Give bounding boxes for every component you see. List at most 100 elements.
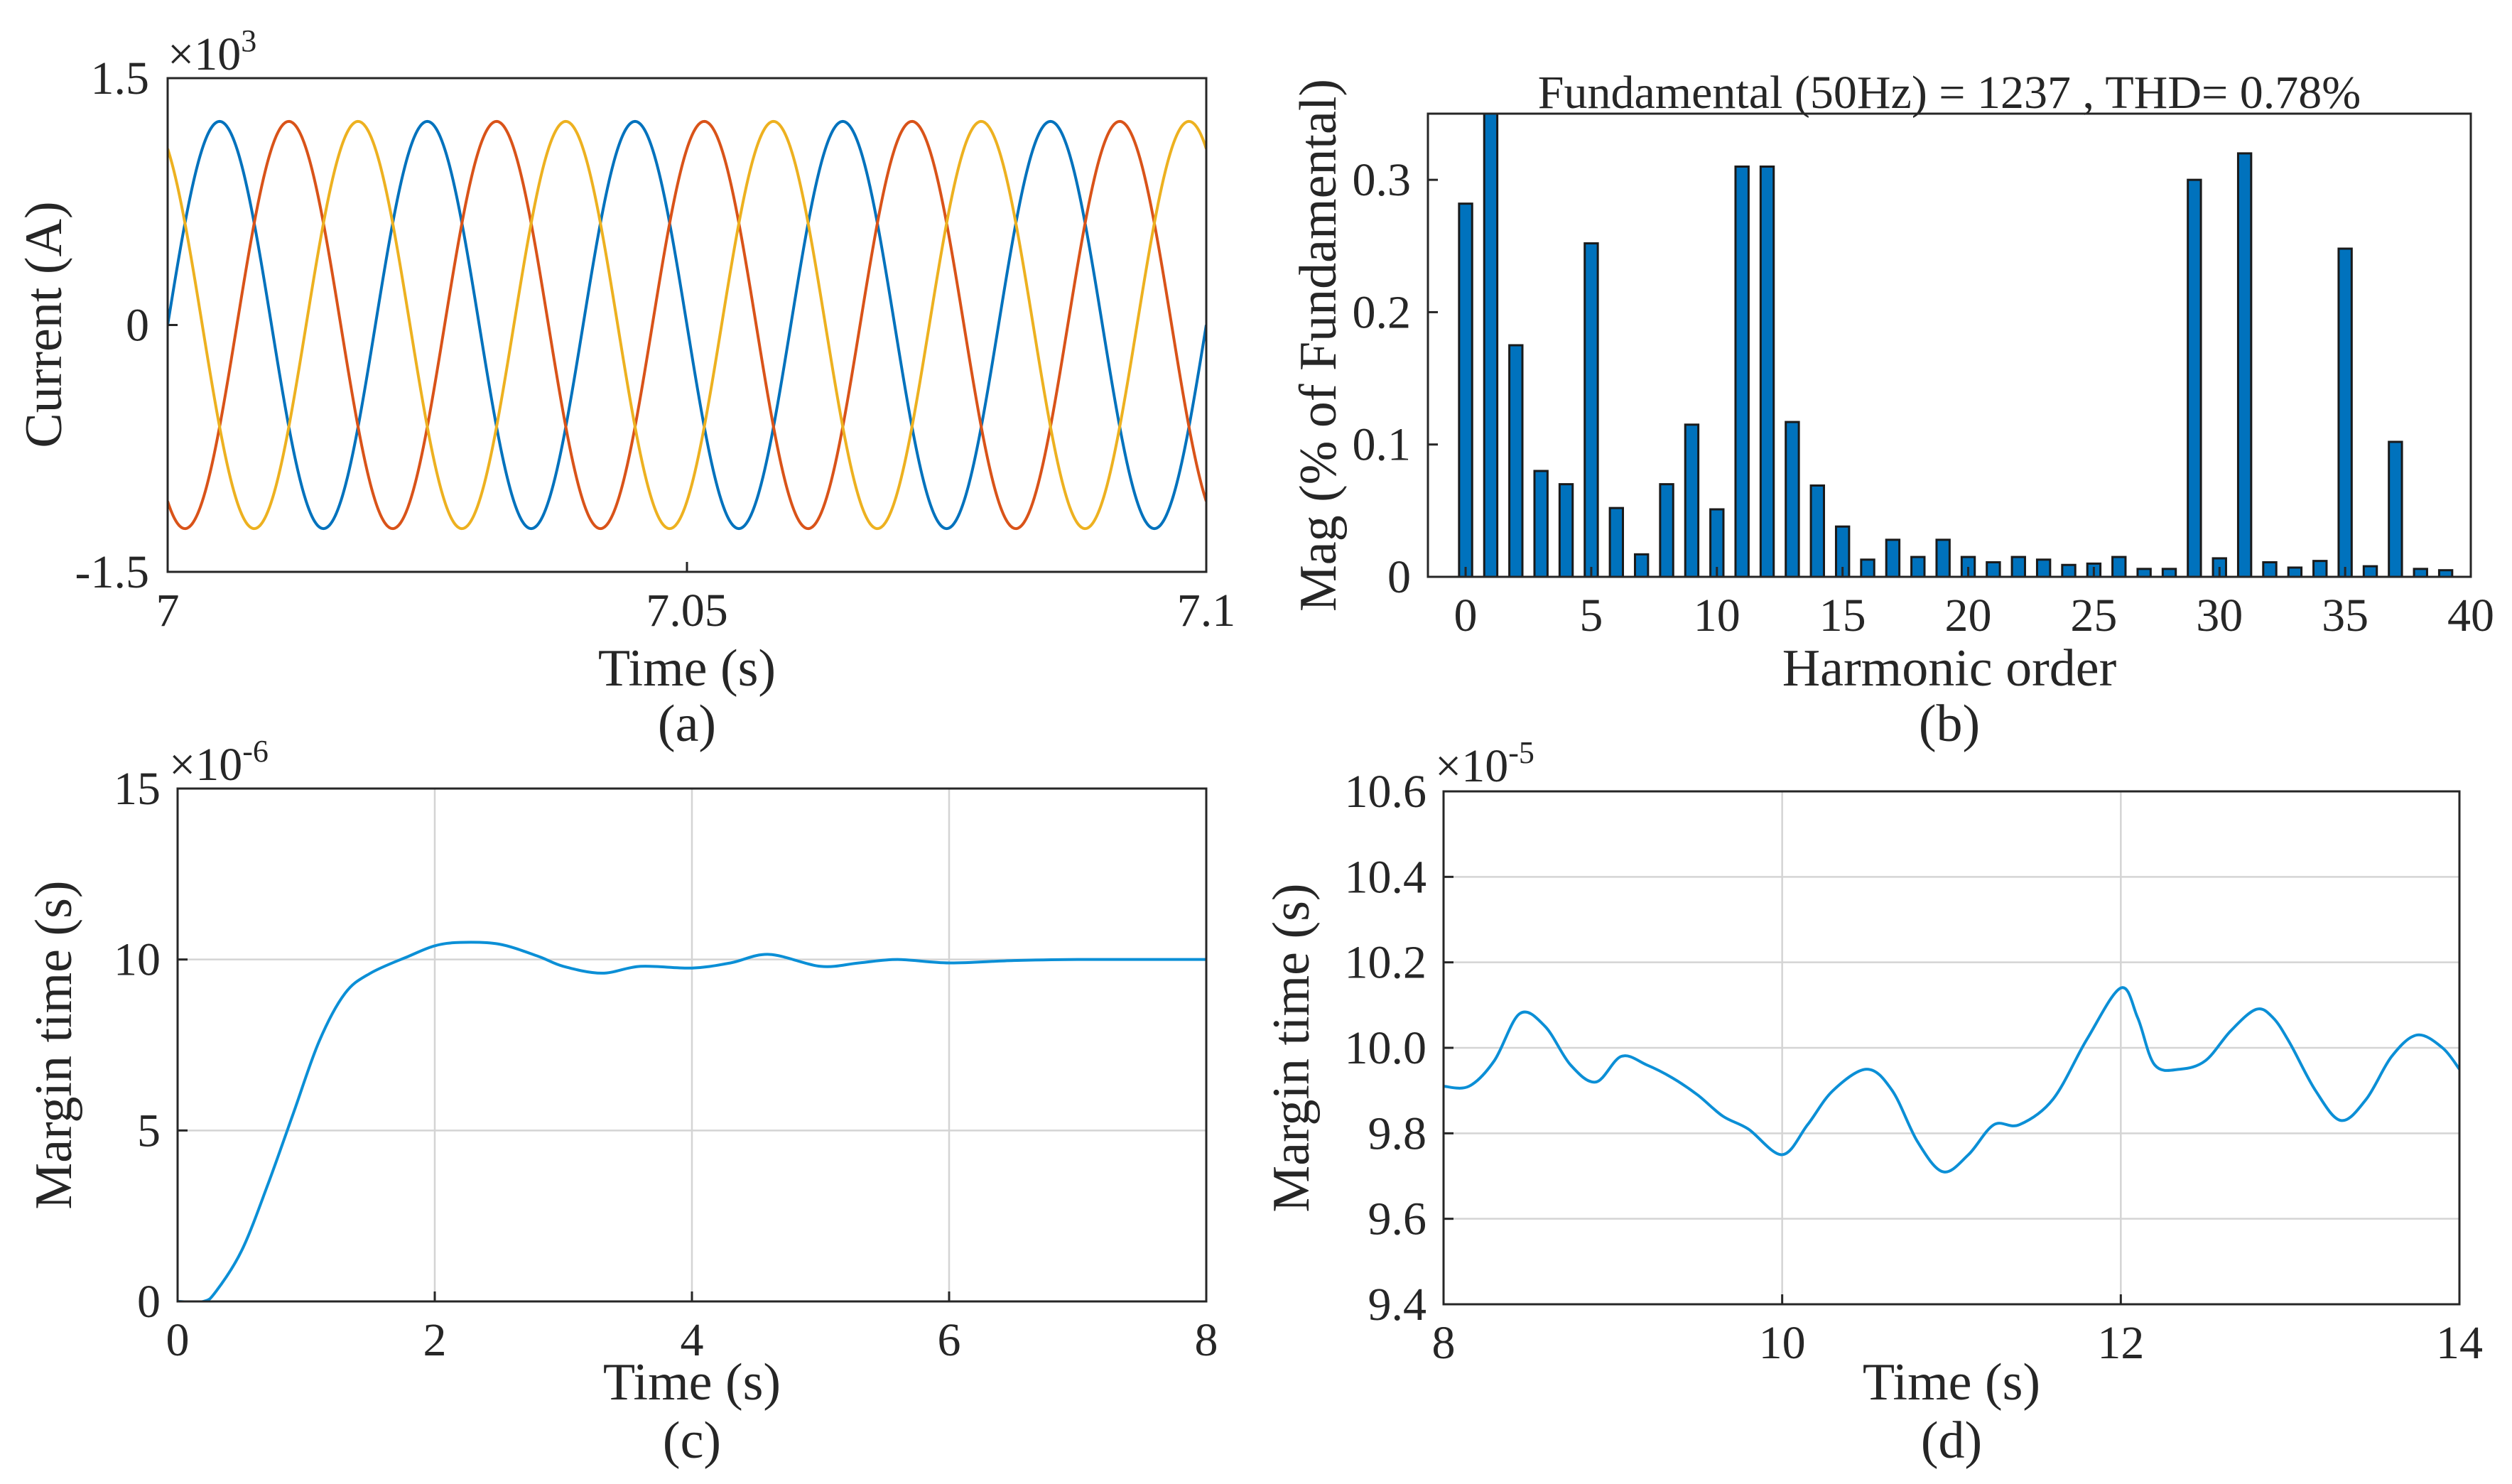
bar-harmonic-18 xyxy=(1910,556,1926,578)
x-tick-label: 15 xyxy=(1819,590,1866,641)
bar-harmonic-36 xyxy=(2362,565,2378,578)
tick-layer: 0 2 4 6 8 0 5 10 15 xyxy=(114,763,1218,1366)
x-tick-label: 7.1 xyxy=(1177,585,1236,637)
x-tick-label: 7.05 xyxy=(646,585,728,637)
y-tick-label: 10 xyxy=(114,934,161,986)
bar-harmonic-13 xyxy=(1785,421,1800,578)
bar-harmonic-17 xyxy=(1885,538,1901,578)
plot-layer xyxy=(178,941,1206,1301)
bar-harmonic-4 xyxy=(1558,483,1574,578)
x-tick-label: 10 xyxy=(1694,590,1740,641)
grid-layer xyxy=(1444,791,2459,1304)
bar-harmonic-1 xyxy=(1483,112,1499,578)
x-tick-label: 14 xyxy=(2436,1317,2483,1369)
bar-harmonic-10 xyxy=(1709,508,1725,578)
x-axis-label: Time (s) xyxy=(603,1353,781,1412)
bar-harmonic-19 xyxy=(1935,538,1951,578)
y-tick-label: 1.5 xyxy=(91,53,150,104)
tick-layer: 7 7.05 7.1 -1.5 0 1.5 xyxy=(75,53,1236,637)
y-tick-label: 9.6 xyxy=(1368,1193,1427,1245)
y-axis-label: Current (A) xyxy=(15,201,73,448)
series-line-phase-c xyxy=(168,119,1206,531)
bar-harmonic-38 xyxy=(2413,568,2428,578)
x-axis-label: Time (s) xyxy=(598,639,776,698)
bar-harmonic-11 xyxy=(1734,166,1750,578)
x-tick-label: 4 xyxy=(681,1314,704,1366)
bar-harmonic-27 xyxy=(2136,568,2152,578)
x-tick-label: 5 xyxy=(1579,590,1603,641)
series-line-phase-a xyxy=(168,119,1206,531)
bar-harmonic-23 xyxy=(2035,558,2052,578)
x-tick-label: 7 xyxy=(156,585,180,637)
x-tick-label: 30 xyxy=(2196,590,2243,641)
x-axis-label: Time (s) xyxy=(1863,1353,2040,1412)
bar-harmonic-35 xyxy=(2337,247,2353,578)
panel-caption: (b) xyxy=(1919,695,1980,753)
x-tick-label: 8 xyxy=(1432,1317,1456,1369)
panel-d-margin-time-zoom: 8 10 12 14 9.4 9.6 9.8 10.0 10.2 10.4 10.6 ×10-5 T… xyxy=(1262,735,2483,1470)
y-tick-label: 15 xyxy=(114,763,161,815)
bar-harmonic-2 xyxy=(1508,344,1524,578)
bar-harmonic-3 xyxy=(1533,470,1549,578)
bar-harmonic-12 xyxy=(1759,166,1775,578)
panel-caption: (c) xyxy=(663,1412,721,1470)
y-axis-label: Margin time (s) xyxy=(25,880,83,1209)
tick-layer: 8 10 12 14 9.4 9.6 9.8 10.0 10.2 10.4 10.6 xyxy=(1345,766,2484,1369)
x-tick-label: 8 xyxy=(1195,1314,1218,1366)
y-tick-label: 0 xyxy=(1387,551,1411,603)
bar-harmonic-5 xyxy=(1583,242,1599,578)
bar-harmonic-31 xyxy=(2236,152,2253,578)
bar-harmonic-22 xyxy=(2010,556,2026,578)
grid-layer xyxy=(178,789,1206,1301)
y-tick-label: 0.1 xyxy=(1353,419,1412,471)
x-tick-label: 20 xyxy=(1945,590,1992,641)
bar-harmonic-37 xyxy=(2388,440,2403,578)
series-line-margin-time xyxy=(178,941,1206,1301)
panel-a-current-waveform: 7 7.05 7.1 -1.5 0 1.5 ×103 Time (s) (a) Curre… xyxy=(15,23,1235,753)
bar-harmonic-24 xyxy=(2061,563,2077,578)
panel-caption: (d) xyxy=(1921,1412,1982,1470)
tick-layer: 0 5 10 15 20 25 30 35 40 0 0.1 0.2 0.3 xyxy=(1353,154,2495,641)
panel-b-harmonic-spectrum: 0 5 10 15 20 25 30 35 40 0 0.1 0.2 0.3 Fundamental (… xyxy=(1289,67,2494,753)
bar-harmonic-34 xyxy=(2312,560,2328,578)
bar-harmonic-7 xyxy=(1633,553,1650,578)
bar-harmonic-21 xyxy=(1986,561,2001,578)
y-tick-label: 0 xyxy=(126,300,149,352)
bar-harmonic-6 xyxy=(1608,507,1624,578)
bar-harmonic-29 xyxy=(2187,178,2202,578)
panel-c-margin-time: 0 2 4 6 8 0 5 10 15 ×10-6 Time (s) (c) Margin ti… xyxy=(25,734,1218,1470)
y-tick-label: -1.5 xyxy=(75,546,149,598)
series-line-phase-b xyxy=(168,119,1206,531)
bar-harmonic-26 xyxy=(2111,556,2127,578)
bar-harmonic-32 xyxy=(2262,561,2278,578)
x-tick-label: 6 xyxy=(938,1314,961,1366)
y-tick-label: 5 xyxy=(137,1105,161,1157)
series-line-margin-time xyxy=(1444,986,2459,1174)
exponent-label: ×103 xyxy=(168,23,256,80)
x-axis-label: Harmonic order xyxy=(1782,639,2117,698)
axes-box xyxy=(1426,112,2472,578)
bar-harmonic-9 xyxy=(1684,423,1700,578)
y-tick-label: 10.4 xyxy=(1345,851,1427,903)
y-tick-label: 10.2 xyxy=(1345,937,1427,989)
x-tick-label: 25 xyxy=(2070,590,2117,641)
y-tick-label: 0.3 xyxy=(1353,154,1412,206)
bar-harmonic-33 xyxy=(2287,566,2303,578)
y-tick-label: 0 xyxy=(137,1276,161,1328)
x-tick-label: 10 xyxy=(1759,1317,1806,1369)
y-tick-label: 9.8 xyxy=(1368,1107,1427,1159)
y-tick-label: 9.4 xyxy=(1368,1279,1427,1331)
x-tick-label: 0 xyxy=(1454,590,1478,641)
y-tick-label: 0.2 xyxy=(1353,286,1412,338)
y-tick-label: 10.0 xyxy=(1345,1022,1427,1074)
exponent-label: ×10-6 xyxy=(169,734,269,791)
x-tick-label: 40 xyxy=(2447,590,2494,641)
x-tick-label: 2 xyxy=(423,1314,447,1366)
plot-layer xyxy=(1458,112,2454,578)
plot-layer xyxy=(168,119,1206,531)
y-tick-label: 10.6 xyxy=(1345,766,1427,818)
panel-caption: (a) xyxy=(658,695,716,753)
exponent-label: ×10-5 xyxy=(1435,735,1534,792)
y-axis-label: Margin time (s) xyxy=(1262,883,1321,1212)
